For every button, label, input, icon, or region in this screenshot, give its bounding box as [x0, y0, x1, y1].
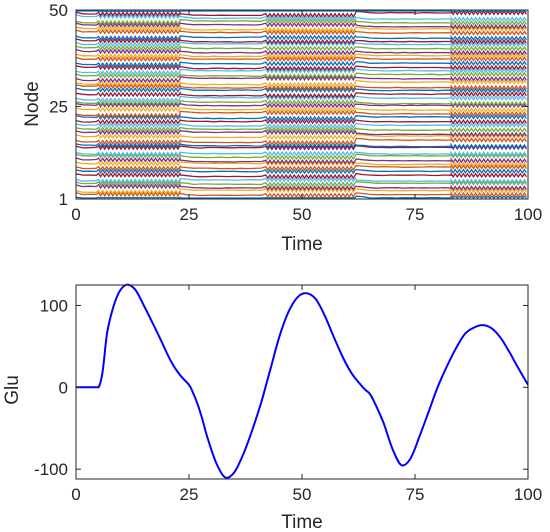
- node-series-line: [75, 34, 527, 42]
- node-series-line: [75, 117, 527, 125]
- node-series-line: [75, 113, 527, 122]
- node-series-line: [75, 36, 527, 45]
- raster-x-tick-label: 100: [514, 205, 542, 224]
- glu-y-ticks: -100 0 100: [34, 296, 528, 479]
- node-series-line: [75, 59, 527, 68]
- node-series-line: [75, 151, 527, 161]
- raster-x-label: Time: [281, 234, 323, 255]
- node-series-line: [75, 190, 527, 199]
- raster-y-ticks: 1 25 50: [49, 1, 528, 209]
- node-series-line: [75, 171, 527, 180]
- node-series-line: [75, 18, 527, 26]
- node-series-line: [75, 179, 527, 188]
- node-series-line: [75, 136, 527, 146]
- node-series-line: [75, 121, 527, 129]
- node-series-line: [75, 176, 527, 185]
- node-series-line: [75, 78, 527, 88]
- raster-y-tick-label: 25: [49, 97, 68, 116]
- node-series-line: [75, 12, 527, 23]
- node-series-line: [75, 86, 527, 94]
- raster-x-tick-label: 25: [180, 205, 199, 224]
- node-series-line: [75, 94, 527, 103]
- node-series-line: [75, 55, 527, 62]
- node-series-line: [75, 141, 527, 150]
- node-series-line: [75, 109, 527, 119]
- node-series-line: [75, 47, 527, 56]
- node-series-line: [75, 132, 527, 141]
- node-series-line: [75, 82, 527, 91]
- node-series-line: [75, 40, 527, 48]
- node-series-line: [75, 70, 527, 79]
- raster-x-tick-label: 50: [293, 205, 312, 224]
- node-series-line: [75, 126, 527, 133]
- raster-x-tick-label: 0: [71, 205, 80, 224]
- glu-x-tick-label: 50: [293, 485, 312, 504]
- node-series-line: [75, 44, 527, 52]
- raster-x-tick-label: 75: [406, 205, 425, 224]
- node-series-line: [75, 66, 527, 76]
- glu-y-label: Glu: [2, 375, 23, 405]
- glu-plot-frame: [75, 284, 529, 480]
- node-series-line: [75, 101, 527, 109]
- glu-y-tick-label: -100: [34, 460, 68, 479]
- node-series-line: [75, 21, 527, 30]
- node-series-line: [75, 150, 527, 157]
- glu-y-tick-label: 100: [40, 296, 68, 315]
- node-series-line: [75, 90, 527, 99]
- node-series-line: [75, 156, 527, 165]
- node-series-line: [75, 163, 527, 172]
- node-series-line: [75, 160, 527, 168]
- raster-x-ticks: 0 25 50 75 100: [71, 10, 542, 224]
- node-series-line: [75, 51, 527, 60]
- node-series-group: [75, 8, 527, 199]
- node-series-line: [75, 182, 527, 191]
- node-series-line: [75, 24, 527, 33]
- glu-x-tick-label: 100: [514, 485, 542, 504]
- node-series-line: [75, 128, 527, 138]
- glu-x-tick-label: 75: [406, 485, 425, 504]
- glu-x-tick-label: 25: [180, 485, 199, 504]
- node-series-line: [75, 194, 527, 199]
- glu-x-tick-label: 0: [71, 485, 80, 504]
- node-series-line: [75, 99, 527, 107]
- node-series-line: [75, 8, 527, 19]
- node-series-line: [75, 74, 527, 84]
- node-series-line: [75, 106, 527, 113]
- raster-y-label: Node: [22, 81, 43, 126]
- glu-series-line: [76, 283, 529, 479]
- node-series-line: [75, 63, 527, 72]
- raster-y-tick-label: 1: [59, 190, 68, 209]
- glu-x-label: Time: [281, 512, 323, 532]
- glu-y-tick-label: 0: [59, 378, 68, 397]
- node-series-line: [75, 167, 527, 175]
- node-series-line: [75, 186, 527, 195]
- node-series-line: [75, 27, 527, 36]
- node-series-line: [76, 10, 527, 13]
- glu-x-ticks: 0 25 50 75 100: [71, 285, 542, 504]
- raster-y-tick-label: 50: [49, 1, 68, 20]
